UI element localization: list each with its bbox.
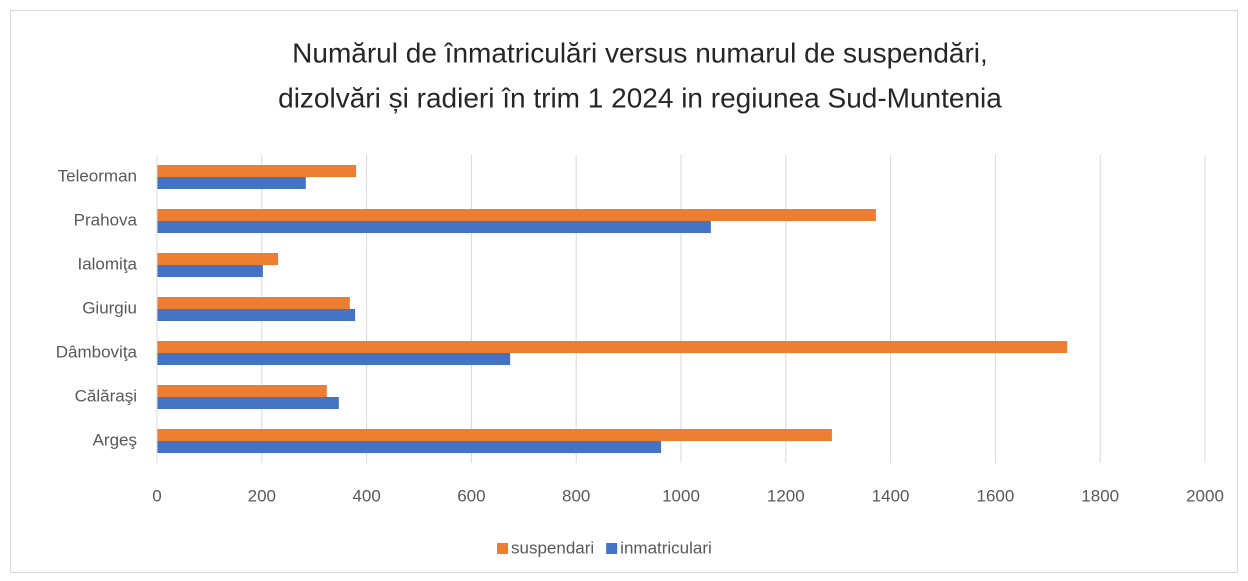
x-tick-label: 0	[152, 486, 161, 505]
chart-title: Numărul de înmatriculări versus numarul …	[292, 37, 988, 68]
y-tick-label: Giurgiu	[82, 298, 137, 317]
bar	[157, 265, 263, 277]
legend-swatch	[606, 543, 618, 554]
chart-frame	[10, 10, 1238, 573]
bar	[157, 253, 279, 265]
bar	[157, 429, 832, 441]
legend-label: inmatriculari	[620, 538, 712, 557]
bar	[157, 209, 876, 221]
bar	[157, 341, 1068, 353]
x-tick-label: 800	[562, 486, 590, 505]
bar	[157, 441, 662, 453]
bar	[157, 165, 357, 177]
bar	[157, 177, 306, 189]
x-tick-label: 200	[248, 486, 276, 505]
chart-title: dizolvări și radieri în trim 1 2024 in r…	[278, 82, 1002, 113]
y-tick-label: Călăraşi	[75, 386, 137, 405]
bar	[157, 297, 350, 309]
bar	[157, 221, 711, 233]
x-tick-label: 1000	[662, 486, 700, 505]
bar	[157, 385, 327, 397]
x-tick-label: 1600	[976, 486, 1014, 505]
bar	[157, 309, 356, 321]
legend-swatch	[497, 543, 508, 554]
x-tick-label: 600	[457, 486, 485, 505]
x-tick-label: 2000	[1186, 486, 1224, 505]
x-tick-label: 1400	[872, 486, 910, 505]
legend-label: suspendari	[511, 538, 594, 557]
bar	[157, 397, 339, 409]
bar	[157, 353, 511, 365]
y-tick-label: Prahova	[74, 210, 138, 229]
x-tick-label: 400	[352, 486, 380, 505]
y-tick-label: Ialomiţa	[77, 254, 137, 273]
x-tick-label: 1800	[1081, 486, 1119, 505]
y-tick-label: Dâmboviţa	[56, 342, 138, 361]
y-tick-label: Teleorman	[58, 166, 137, 185]
x-tick-label: 1200	[767, 486, 805, 505]
y-tick-label: Argeş	[93, 430, 137, 449]
